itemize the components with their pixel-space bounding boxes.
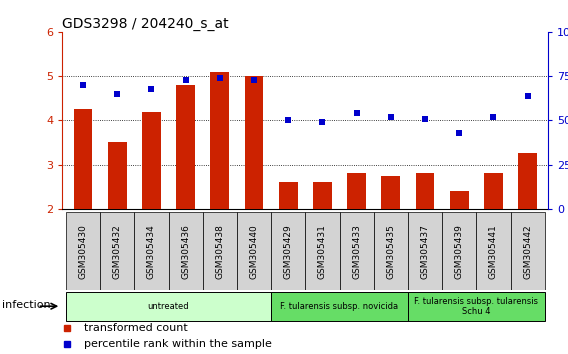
Bar: [306, 212, 340, 290]
Bar: [271, 292, 408, 321]
Point: [523, 93, 532, 98]
Text: GSM305434: GSM305434: [147, 224, 156, 279]
Text: infection: infection: [2, 299, 51, 310]
Point: [181, 77, 190, 82]
Text: GSM305436: GSM305436: [181, 224, 190, 279]
Point: [283, 118, 293, 123]
Text: GSM305433: GSM305433: [352, 224, 361, 279]
Text: GSM305439: GSM305439: [455, 224, 463, 279]
Point: [112, 91, 122, 97]
Point: [215, 75, 224, 81]
Bar: [245, 76, 264, 209]
Text: transformed count: transformed count: [84, 323, 188, 333]
Text: F. tularensis subsp. tularensis
Schu 4: F. tularensis subsp. tularensis Schu 4: [414, 297, 538, 316]
Text: GSM305432: GSM305432: [112, 224, 122, 279]
Text: GSM305437: GSM305437: [420, 224, 429, 279]
Bar: [313, 182, 332, 209]
Bar: [347, 173, 366, 209]
Text: GSM305438: GSM305438: [215, 224, 224, 279]
Point: [420, 116, 429, 121]
Bar: [210, 72, 229, 209]
Bar: [279, 182, 298, 209]
Bar: [74, 109, 93, 209]
Text: GSM305429: GSM305429: [283, 224, 293, 279]
Bar: [100, 212, 134, 290]
Bar: [416, 173, 435, 209]
Bar: [450, 191, 469, 209]
Point: [352, 110, 361, 116]
Bar: [442, 212, 477, 290]
Point: [249, 77, 258, 82]
Bar: [271, 212, 306, 290]
Text: percentile rank within the sample: percentile rank within the sample: [84, 338, 272, 349]
Text: GSM305440: GSM305440: [249, 224, 258, 279]
Bar: [408, 212, 442, 290]
Bar: [477, 212, 511, 290]
Bar: [518, 153, 537, 209]
Point: [454, 130, 463, 136]
Bar: [511, 212, 545, 290]
Bar: [142, 112, 161, 209]
Text: GSM305441: GSM305441: [489, 224, 498, 279]
Point: [318, 119, 327, 125]
Text: GSM305435: GSM305435: [386, 224, 395, 279]
Bar: [381, 176, 400, 209]
Text: GSM305442: GSM305442: [523, 224, 532, 279]
Bar: [108, 143, 127, 209]
Bar: [169, 212, 203, 290]
Bar: [66, 292, 271, 321]
Point: [489, 114, 498, 120]
Bar: [484, 173, 503, 209]
Text: GDS3298 / 204240_s_at: GDS3298 / 204240_s_at: [62, 17, 229, 31]
Point: [147, 86, 156, 91]
Bar: [176, 85, 195, 209]
Point: [386, 114, 395, 120]
Text: GSM305431: GSM305431: [318, 224, 327, 279]
Text: F. tularensis subsp. novicida: F. tularensis subsp. novicida: [281, 302, 399, 311]
Bar: [237, 212, 271, 290]
Bar: [203, 212, 237, 290]
Text: untreated: untreated: [148, 302, 189, 311]
Text: GSM305430: GSM305430: [78, 224, 87, 279]
Bar: [408, 292, 545, 321]
Bar: [66, 212, 100, 290]
Bar: [374, 212, 408, 290]
Bar: [134, 212, 169, 290]
Bar: [340, 212, 374, 290]
Point: [78, 82, 87, 88]
